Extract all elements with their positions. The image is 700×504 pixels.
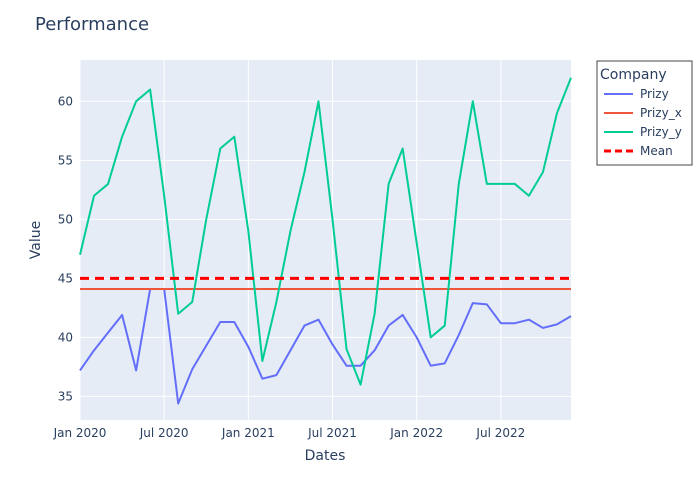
tick-labels: 35 40 45 50 55 60 Jan 2020 Jul 2020 Jan 2021 Jul … [53,94,526,440]
legend-items: Prizy Prizy_x Prizy_y Mean [604,87,682,158]
x-tick-label: Jul 2022 [475,426,525,440]
y-tick-label: 50 [58,212,73,226]
legend-title: Company [600,67,667,83]
x-tick-label: Jul 2020 [139,426,189,440]
chart-title: Performance [35,14,149,35]
legend-item-label: Prizy_x [640,106,682,120]
series-line-prizy-y [79,77,572,386]
y-tick-label: 55 [58,153,73,167]
x-tick-label: Jan 2021 [221,426,275,440]
y-tick-label: 45 [58,271,73,285]
legend: Company Prizy Prizy_x Prizy_y Mean [596,60,693,166]
y-tick-label: 35 [58,389,73,403]
plot-area [80,60,571,420]
y-tick-label: 40 [58,330,73,344]
x-tick-label: Jan 2020 [53,426,107,440]
legend-item-label: Mean [640,144,673,158]
x-tick-label: Jul 2021 [307,426,357,440]
series-lines [79,77,572,405]
x-axis-label: Dates [305,448,346,464]
legend-item-label: Prizy [640,87,669,101]
y-axis-label: Value [28,221,44,259]
legend-item-label: Prizy_y [640,125,682,139]
y-tick-label: 60 [58,94,73,108]
x-tick-label: Jan 2022 [389,426,443,440]
